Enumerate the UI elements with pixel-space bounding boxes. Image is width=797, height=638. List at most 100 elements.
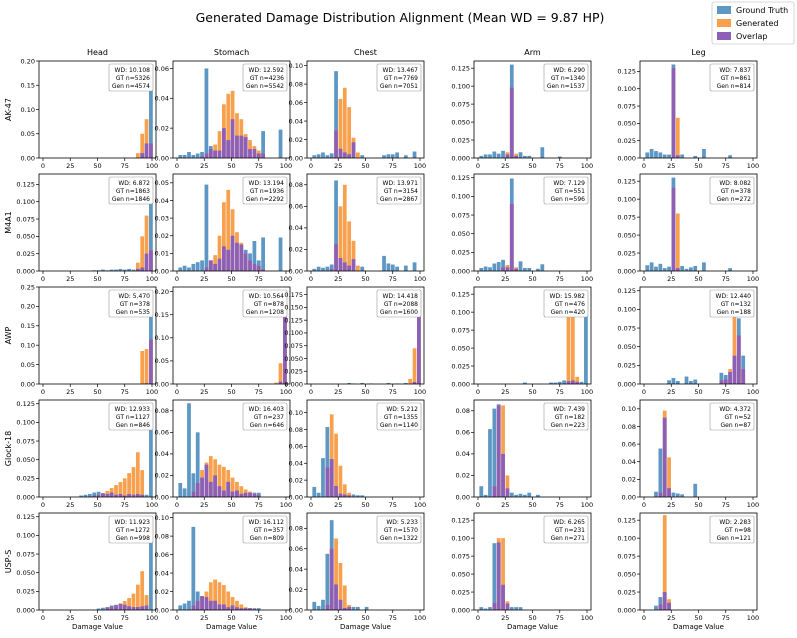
bar-ground-truth [252,241,257,271]
bar-ground-truth [684,268,689,271]
stats-gen-n: Gen n=596 [551,196,586,203]
x-axis-label: Damage Value [340,623,391,631]
stats-box [376,515,422,544]
bar-overlap [200,596,204,610]
x-tick-label: 100 [414,501,426,509]
bar-ground-truth [667,154,671,158]
bar-ground-truth [191,155,196,158]
x-tick-label: 100 [747,614,759,622]
bar-ground-truth [191,526,196,610]
panel-m4a1-stomach: 0.00 0.01 0.02 0.03 0.04 0.05 0 25 50 75 100 WD: 13… [155,173,292,283]
stats-gen-n: Gen n=1600 [380,309,418,316]
x-tick-label: 50 [694,388,702,396]
x-tick-label: 25 [501,388,509,396]
bar-generated [347,221,352,271]
x-tick-label: 0 [41,501,45,509]
bar-ground-truth [684,376,689,384]
stats-wd: WD: 14.418 [383,293,419,300]
y-tick-label: 0.025 [451,249,470,257]
x-tick-label: 25 [667,275,675,283]
stats-box [543,176,589,205]
bar-overlap [109,492,114,497]
x-tick-label: 100 [414,388,426,396]
bar-ground-truth [149,184,153,271]
x-tick-label: 75 [255,275,263,283]
bar-generated [135,452,140,497]
panel-usp-s-chest: 0.00 0.02 0.04 0.06 0.08 0 25 50 75 100 Damage Val… [289,512,426,631]
bar-ground-truth [654,151,658,158]
bar-ground-truth [536,268,540,271]
bar-overlap [658,604,663,610]
bar-overlap [131,494,136,497]
bar-overlap [235,135,239,158]
x-tick-label: 75 [121,388,129,396]
bar-ground-truth [492,408,497,497]
stats-box [709,289,755,318]
bar-ground-truth [645,152,650,158]
bar-ground-truth [195,432,200,497]
stats-wd: WD: 6.290 [553,67,585,74]
y-tick-label: 0.04 [155,569,169,577]
stats-box [376,289,422,318]
x-tick-label: 100 [414,614,426,622]
x-tick-label: 75 [389,614,397,622]
y-tick-label: 0.06 [289,203,303,211]
x-tick-label: 50 [528,614,536,622]
bar-ground-truth [101,269,105,271]
bar-overlap [204,267,209,271]
x-tick-label: 25 [501,614,509,622]
bar-overlap [118,494,123,497]
stats-wd: WD: 13.971 [383,180,419,187]
y-tick-label: 0.100 [617,195,636,203]
bar-ground-truth [553,382,558,384]
stats-gt-n: GT n=1570 [384,527,418,534]
y-tick-label: 0.05 [21,361,35,369]
y-tick-label: 0.08 [622,423,636,431]
stats-gen-n: Gen n=1322 [380,535,418,542]
y-tick-label: 0.06 [289,99,303,107]
y-tick-label: 0.08 [456,407,470,415]
bar-generated [239,604,244,610]
bar-ground-truth [693,483,698,497]
bar-ground-truth [518,261,523,271]
y-tick-label: 0.075 [451,100,470,108]
bar-ground-truth [557,381,562,384]
x-tick-label: 0 [476,614,480,622]
bar-overlap [213,150,218,158]
bar-overlap [347,265,352,271]
bar-ground-truth [149,520,153,610]
column-title-arm: Arm [524,48,541,57]
panel-m4a1-head: 0.000 0.025 0.050 0.075 0.100 0.125 0 25 50 75 100… [16,173,158,283]
bar-generated [221,466,226,497]
bar-ground-truth [386,382,391,384]
bar-ground-truth [479,268,484,271]
bar-overlap [278,381,283,384]
bar-overlap [243,137,248,158]
bar-generated [226,189,231,271]
y-tick-label: 0.125 [617,177,636,185]
bar-overlap [417,307,421,384]
stats-box [543,289,589,318]
y-tick-label: 0.075 [16,550,35,558]
stats-wd: WD: 12.592 [249,67,285,74]
bar-ground-truth [200,152,204,158]
bar-overlap [140,494,145,497]
bar-generated [235,600,239,610]
bar-overlap [351,142,356,158]
y-tick-label: 0.100 [617,306,636,314]
y-tick-label: 0.000 [451,267,470,275]
stats-gen-n: Gen n=809 [250,535,285,542]
bar-overlap [221,490,226,497]
x-tick-label: 0 [41,614,45,622]
column-title-head: Head [87,48,108,57]
bar-ground-truth [667,266,671,271]
y-tick-label: 0.050 [451,230,470,238]
panel-awp-head: 0.00 0.05 0.10 0.15 0.20 0.25 0 25 50 75 100 WD: 5.… [21,283,159,396]
x-tick-label: 100 [280,275,292,283]
x-tick-label: 75 [556,501,564,509]
stats-gen-n: Gen n=646 [250,422,285,429]
stats-gen-n: Gen n=846 [116,422,151,429]
bar-overlap [105,494,110,497]
stats-box [108,176,154,205]
